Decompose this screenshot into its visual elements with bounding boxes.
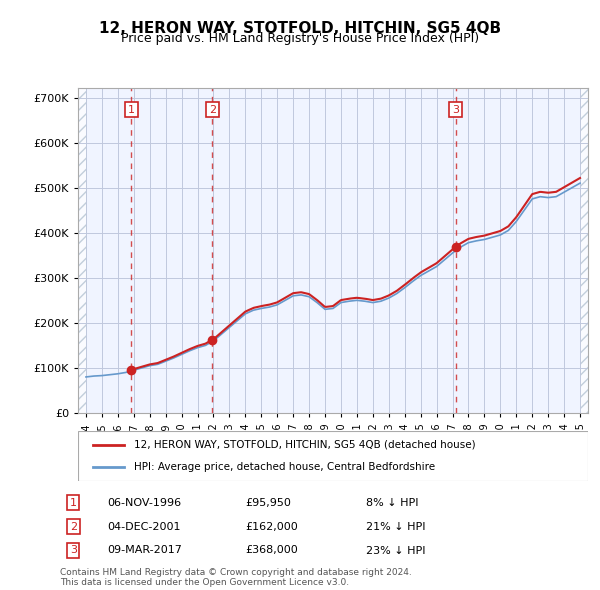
Text: 06-NOV-1996: 06-NOV-1996 (107, 498, 182, 507)
Text: Price paid vs. HM Land Registry's House Price Index (HPI): Price paid vs. HM Land Registry's House … (121, 32, 479, 45)
Text: £162,000: £162,000 (245, 522, 298, 532)
Text: 23% ↓ HPI: 23% ↓ HPI (366, 546, 426, 555)
Text: 12, HERON WAY, STOTFOLD, HITCHIN, SG5 4QB: 12, HERON WAY, STOTFOLD, HITCHIN, SG5 4Q… (99, 21, 501, 35)
Text: 04-DEC-2001: 04-DEC-2001 (107, 522, 181, 532)
Bar (580, 88, 588, 413)
Text: 2: 2 (70, 522, 77, 532)
Text: 3: 3 (452, 104, 459, 114)
Text: 8% ↓ HPI: 8% ↓ HPI (366, 498, 419, 507)
Bar (78, 88, 86, 413)
Text: 3: 3 (70, 546, 77, 555)
Text: 12, HERON WAY, STOTFOLD, HITCHIN, SG5 4QB (detached house): 12, HERON WAY, STOTFOLD, HITCHIN, SG5 4Q… (134, 440, 476, 450)
Text: Contains HM Land Registry data © Crown copyright and database right 2024.
This d: Contains HM Land Registry data © Crown c… (60, 568, 412, 587)
Text: £368,000: £368,000 (245, 546, 298, 555)
Text: 1: 1 (128, 104, 135, 114)
Bar (78, 88, 86, 413)
Text: 1: 1 (70, 498, 77, 507)
Text: 21% ↓ HPI: 21% ↓ HPI (366, 522, 426, 532)
Text: £95,950: £95,950 (245, 498, 290, 507)
FancyBboxPatch shape (78, 431, 588, 481)
Text: 09-MAR-2017: 09-MAR-2017 (107, 546, 182, 555)
Text: 2: 2 (209, 104, 216, 114)
Text: HPI: Average price, detached house, Central Bedfordshire: HPI: Average price, detached house, Cent… (134, 462, 435, 472)
